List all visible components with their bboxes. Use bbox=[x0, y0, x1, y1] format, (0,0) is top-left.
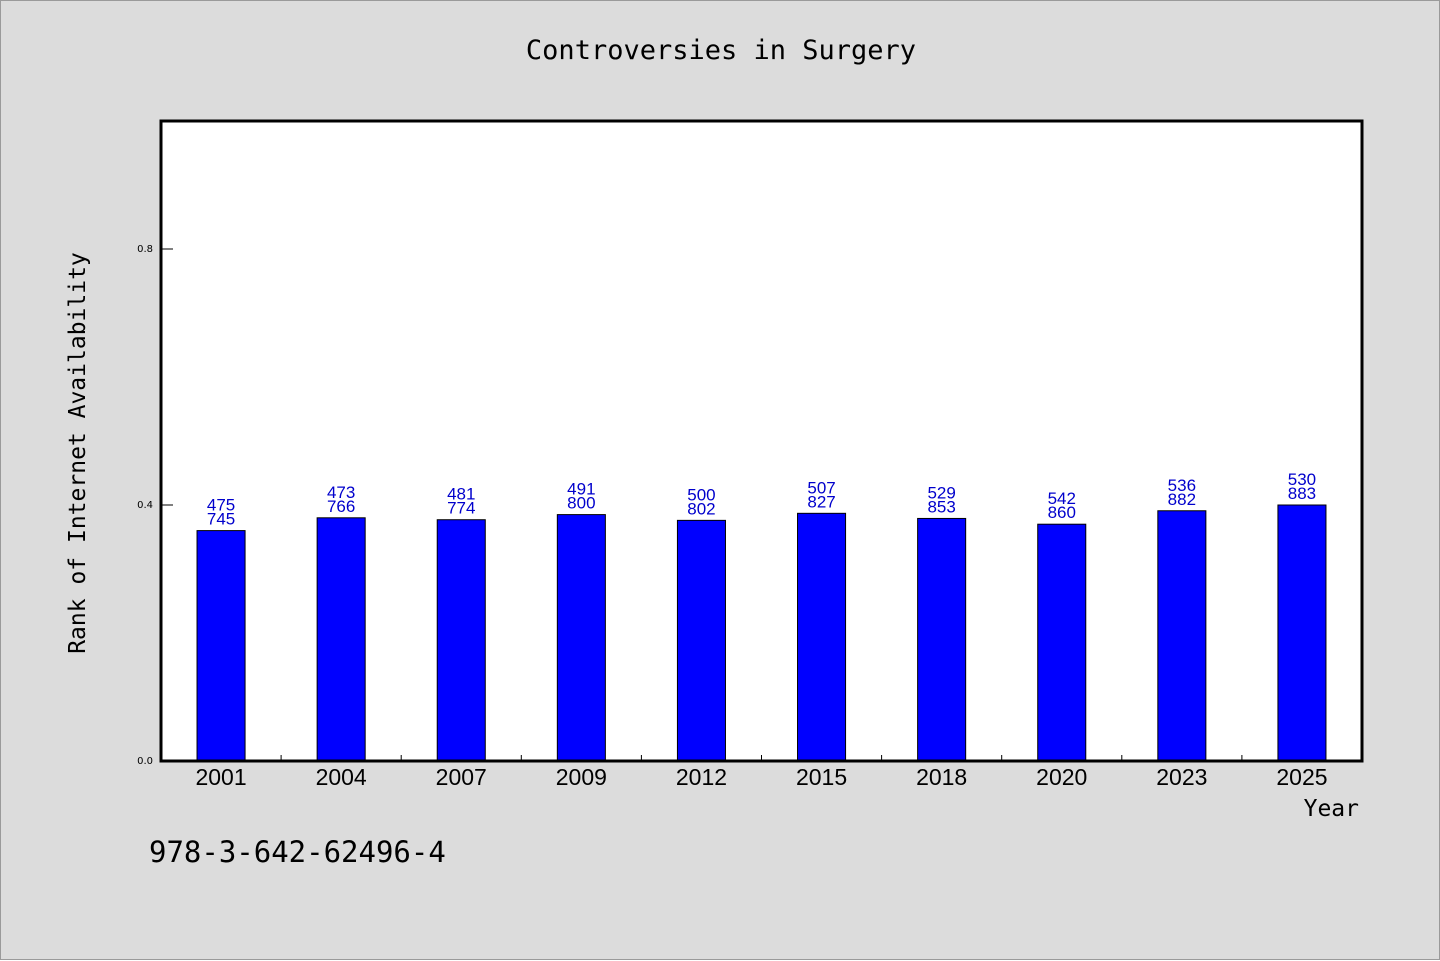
chart-title: Controversies in Surgery bbox=[525, 35, 917, 66]
bar bbox=[1277, 504, 1327, 762]
bar-label-bottom: 766 bbox=[327, 497, 355, 516]
bar bbox=[316, 517, 366, 762]
bar-label-bottom: 800 bbox=[567, 494, 595, 513]
bar-label-top: 529 bbox=[927, 483, 955, 502]
x-tick-label: 2018 bbox=[916, 764, 967, 790]
bar-label-top: 491 bbox=[567, 480, 595, 499]
bar bbox=[917, 517, 967, 762]
x-tick-label: 2020 bbox=[1036, 764, 1087, 790]
bar-label-bottom: 882 bbox=[1168, 490, 1196, 509]
x-tick-label: 2012 bbox=[676, 764, 727, 790]
bar-label-bottom: 853 bbox=[927, 497, 955, 516]
bar bbox=[556, 514, 606, 762]
bar-label-top: 530 bbox=[1288, 470, 1316, 489]
isbn-text: 978-3-642-62496-4 bbox=[149, 835, 446, 869]
bar-label-top: 507 bbox=[807, 478, 835, 497]
bar-label-bottom: 774 bbox=[447, 499, 475, 518]
y-tick-label: 0.0 bbox=[137, 756, 153, 767]
x-tick-label: 2023 bbox=[1156, 764, 1207, 790]
bar-label-top: 473 bbox=[327, 483, 355, 502]
bar bbox=[436, 519, 486, 762]
bar-label-bottom: 883 bbox=[1288, 484, 1316, 503]
bar-label-bottom: 802 bbox=[687, 499, 715, 518]
bar bbox=[196, 530, 246, 762]
bar-label-top: 500 bbox=[687, 485, 715, 504]
bar-label-top: 542 bbox=[1048, 489, 1076, 508]
bar-label-bottom: 860 bbox=[1048, 503, 1076, 522]
bar-label-bottom: 745 bbox=[207, 510, 235, 529]
bar-label-top: 536 bbox=[1168, 476, 1196, 495]
bar bbox=[797, 512, 847, 762]
x-tick-label: 2004 bbox=[316, 764, 367, 790]
bar bbox=[676, 519, 726, 762]
x-tick-label: 2015 bbox=[796, 764, 847, 790]
x-tick-label: 2007 bbox=[436, 764, 487, 790]
bar bbox=[1157, 510, 1207, 762]
bar-label-top: 475 bbox=[207, 496, 235, 515]
x-tick-label: 2009 bbox=[556, 764, 607, 790]
x-tick-label: 2001 bbox=[195, 764, 246, 790]
y-tick-label: 0.8 bbox=[137, 244, 153, 255]
x-tick-label: 2025 bbox=[1276, 764, 1327, 790]
x-axis-label: Year bbox=[1303, 796, 1359, 822]
bar-label-bottom: 827 bbox=[807, 492, 835, 511]
bar bbox=[1037, 523, 1087, 762]
plot-border bbox=[159, 119, 1364, 763]
bar-label-top: 481 bbox=[447, 485, 475, 504]
y-tick-label: 0.4 bbox=[137, 500, 153, 511]
